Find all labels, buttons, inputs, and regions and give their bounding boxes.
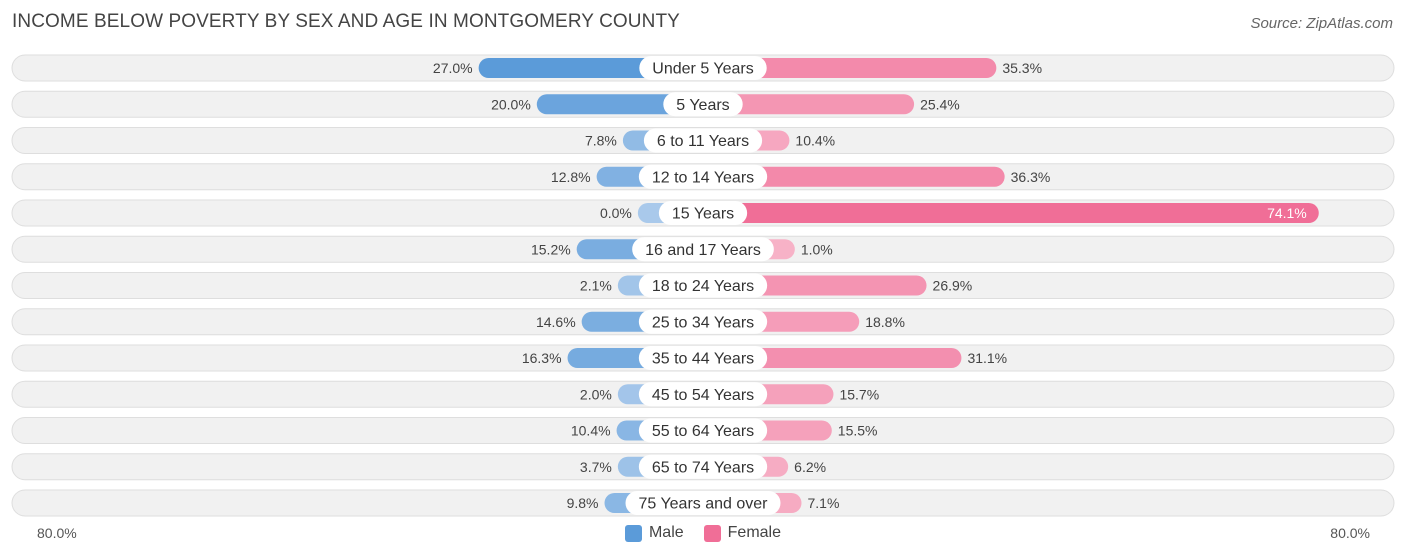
value-label-male: 3.7% [580,459,612,475]
axis-left-label: 80.0% [37,525,77,541]
value-label-female: 10.4% [795,133,835,149]
legend-label-male: Male [648,524,684,541]
bar-female [703,203,1319,223]
category-label-pill [638,346,768,370]
source-credit: Source: ZipAtlas.com [1250,15,1393,32]
value-label-female: 15.7% [839,386,879,402]
value-label-male: 10.4% [571,423,611,439]
value-label-female: 6.2% [794,459,826,475]
value-label-male: 14.6% [536,314,576,330]
bar-female [703,58,997,78]
value-label-female: 36.3% [1011,169,1051,185]
bar-male [536,94,703,115]
category-label: 75 Years and over [639,496,769,513]
category-label-pill [638,382,768,407]
category-label: 35 to 44 Years [652,351,754,368]
bar-female [703,94,915,115]
value-label-female: 74.1% [1267,205,1307,221]
value-label-male: 9.8% [567,495,599,511]
value-label-female: 26.9% [933,278,973,294]
value-label-female: 1.0% [801,241,833,257]
category-label: 15 Years [672,206,734,223]
bar-female [703,348,962,368]
legend-item-male: Male [624,524,684,542]
value-label-male: 2.1% [580,278,612,294]
value-label-male: 15.2% [531,241,571,257]
category-label: 45 to 54 Years [652,387,754,404]
category-label-pill [638,309,768,334]
category-label-pill [639,56,767,80]
value-label-male: 7.8% [585,133,617,149]
category-label-pill [638,164,768,189]
value-label-male: 27.0% [433,60,473,76]
category-label: Under 5 Years [652,61,753,78]
legend-label-female: Female [727,524,782,541]
category-label: 65 to 74 Years [652,459,754,476]
category-label: 12 to 14 Years [652,169,754,186]
axis-right-label: 80.0% [1330,525,1370,541]
legend-item-female: Female [703,524,782,542]
value-label-female: 31.1% [967,350,1007,366]
chart-title: INCOME BELOW POVERTY BY SEX AND AGE IN M… [12,11,680,32]
category-label: 5 Years [676,97,729,114]
value-label-female: 7.1% [808,495,840,511]
category-label-pill [658,201,748,225]
value-label-female: 18.8% [865,314,905,330]
value-label-female: 35.3% [1002,60,1042,76]
value-label-male: 16.3% [522,350,562,366]
category-label-pill [663,92,743,117]
category-label-pill [638,454,768,479]
legend-swatch-female [703,524,721,542]
legend-swatch-male [624,524,642,542]
value-label-female: 25.4% [920,96,960,112]
value-label-male: 0.0% [600,205,632,221]
category-label: 18 to 24 Years [652,278,754,295]
category-label: 6 to 11 Years [657,133,749,150]
category-label-pill [643,128,763,153]
category-label-pill [625,491,781,515]
category-label-pill [638,273,768,298]
value-label-male: 12.8% [551,169,591,185]
value-label-female: 15.5% [838,423,878,439]
category-label: 16 and 17 Years [645,242,761,259]
category-label-pill [638,418,768,443]
legend: Male Female [0,524,1406,542]
category-label-pill [632,237,774,262]
bar-female [703,166,1005,187]
value-label-male: 20.0% [491,96,531,112]
value-label-male: 2.0% [580,386,612,402]
category-label: 55 to 64 Years [652,423,754,440]
category-label: 25 to 34 Years [652,314,754,331]
